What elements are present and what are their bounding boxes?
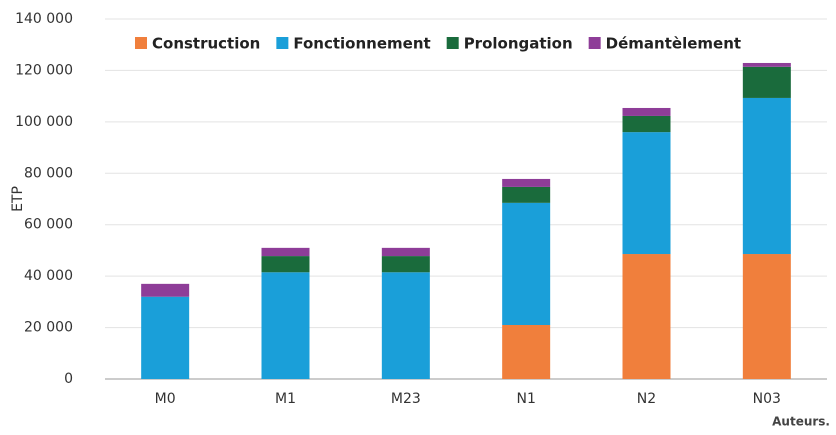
x-tick-label: N1 xyxy=(516,391,535,407)
legend-swatch xyxy=(276,37,289,49)
x-tick-label: M1 xyxy=(275,391,296,407)
legend-swatch xyxy=(446,37,459,49)
bar-segment xyxy=(622,107,671,116)
y-tick-label: 120 000 xyxy=(15,62,73,78)
bar-segment xyxy=(141,283,190,297)
legend-label: Fonctionnement xyxy=(293,35,430,53)
bar-segment xyxy=(622,115,671,133)
bar-segment xyxy=(742,66,791,98)
legend-label: Démantèlement xyxy=(606,35,741,53)
y-tick-label: 100 000 xyxy=(15,114,73,130)
bar-segment xyxy=(381,272,430,379)
bar-segment xyxy=(502,186,551,203)
y-tick-label: 80 000 xyxy=(24,165,73,181)
bar-segment xyxy=(622,254,671,379)
y-tick-label: 140 000 xyxy=(15,11,73,27)
bar-segment xyxy=(261,247,310,257)
y-axis-label: ETP xyxy=(10,186,26,212)
source: Auteurs. xyxy=(772,415,830,429)
x-tick-label: N03 xyxy=(753,391,781,407)
bar-segment xyxy=(502,325,551,379)
bar-segment xyxy=(502,202,551,325)
x-tick-label: M23 xyxy=(391,391,421,407)
x-tick-label: M0 xyxy=(155,391,176,407)
y-tick-label: 0 xyxy=(64,371,73,387)
bar-segment xyxy=(141,296,190,379)
legend-label: Construction xyxy=(152,35,260,53)
bar-segment xyxy=(622,132,671,255)
bar-segment xyxy=(261,256,310,273)
legend-label: Prolongation xyxy=(464,35,573,53)
bar-segment xyxy=(381,247,430,257)
bar-segment xyxy=(742,97,791,255)
y-tick-label: 20 000 xyxy=(24,320,73,336)
legend-swatch xyxy=(135,37,147,49)
y-tick-label: 40 000 xyxy=(24,268,73,284)
bar-segment xyxy=(381,256,430,273)
legend-swatch xyxy=(588,37,601,49)
y-tick-label: 60 000 xyxy=(24,217,73,233)
bar-segment xyxy=(742,62,791,67)
bar-segment xyxy=(261,272,310,379)
x-tick-label: N2 xyxy=(637,391,656,407)
bar-segment xyxy=(502,178,551,187)
bar-segment xyxy=(742,254,791,379)
